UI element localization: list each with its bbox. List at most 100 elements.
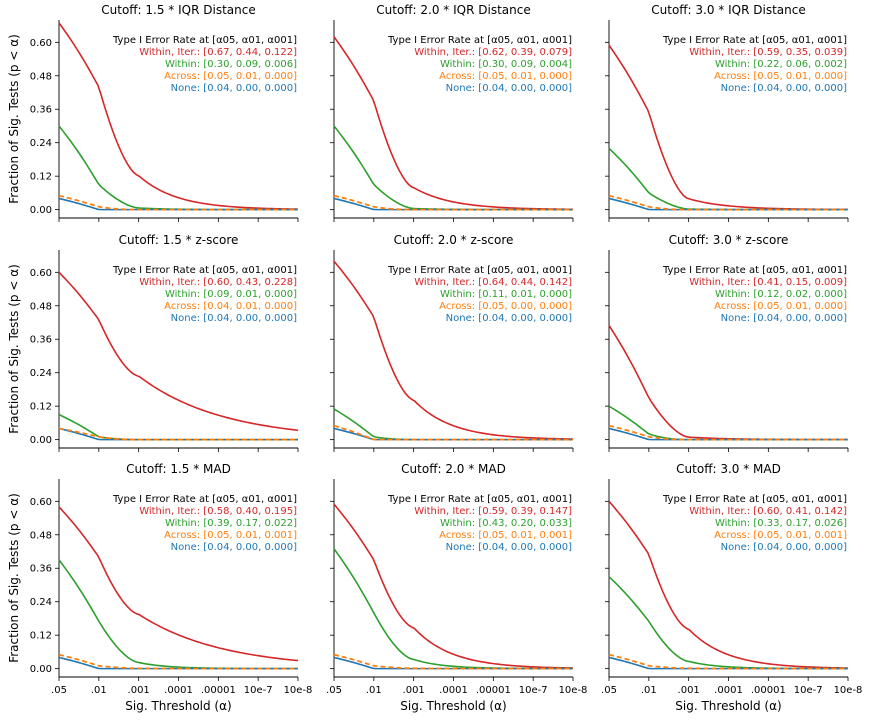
series-line-within [333, 125, 573, 211]
subplot-2: Cutoff: 2.0 * IQR Distance Type I Error R… [330, 3, 574, 222]
x-tick-label: .0001 [439, 685, 468, 696]
series-line-within [333, 548, 574, 670]
legend-entry-within-iter: Within, Iter.: [0.62, 0.39, 0.079] [414, 47, 572, 58]
x-tick-label: .01 [641, 685, 657, 696]
legend-entry-across: Across: [0.05, 0.01, 0.000] [714, 301, 847, 312]
legend-entry-none: None: [0.04, 0.00, 0.000] [171, 313, 297, 324]
series-line-across [58, 427, 298, 441]
x-tick-label: 10e-8 [559, 685, 588, 696]
x-tick-label: .05 [326, 685, 342, 696]
legend-entry-within: Within: [0.39, 0.17, 0.022] [165, 518, 297, 529]
subplot-7: Cutoff: 1.5 * MAD 0.00 0.12 0.24 0.36 0.48 0.6… [7, 462, 312, 713]
x-axis-label: Sig. Threshold (α) [125, 699, 231, 713]
y-tick-label: 0.12 [30, 631, 52, 642]
y-tick-label: 0.00 [30, 205, 52, 216]
legend-header: Type I Error Rate at [α05, α01, α001] [662, 35, 847, 46]
series-line-within-iter [58, 271, 299, 432]
legend-entry-none: None: [0.04, 0.00, 0.000] [446, 313, 572, 324]
subplot-3: Cutoff: 3.0 * IQR Distance Type I Error R… [605, 3, 849, 222]
y-tick-label: 0.24 [30, 368, 52, 379]
x-tick-label: .001 [128, 685, 150, 696]
legend-entry-within-iter: Within, Iter.: [0.58, 0.40, 0.195] [139, 506, 297, 517]
y-tick-label: 0.60 [30, 38, 52, 49]
legend-entry-within: Within: [0.09, 0.01, 0.000] [165, 289, 297, 300]
legend-entry-within-iter: Within, Iter.: [0.64, 0.44, 0.142] [414, 277, 572, 288]
legend-entry-within: Within: [0.43, 0.20, 0.033] [440, 518, 572, 529]
x-axis-label: Sig. Threshold (α) [400, 699, 506, 713]
series-line-within-iter [333, 503, 574, 669]
y-tick-label: 0.48 [30, 530, 52, 541]
y-axis-label: Fraction of Sig. Tests (p < α) [7, 493, 21, 663]
legend-entry-across: Across: [0.05, 0.01, 0.001] [714, 530, 847, 541]
series-line-within [608, 147, 848, 211]
x-tick-label: .0001 [714, 685, 743, 696]
x-tick-label: .001 [678, 685, 700, 696]
y-tick-label: 0.36 [30, 335, 52, 346]
legend-entry-within-iter: Within, Iter.: [0.41, 0.15, 0.009] [689, 277, 847, 288]
legend-entry-none: None: [0.04, 0.00, 0.000] [721, 313, 847, 324]
x-tick-label: .001 [403, 685, 425, 696]
legend-entry-within: Within: [0.30, 0.09, 0.006] [165, 59, 297, 70]
subplot-5: Cutoff: 2.0 * z-score Type I Error Rate a… [330, 233, 574, 452]
legend-entry-none: None: [0.04, 0.00, 0.000] [171, 83, 297, 94]
subplot-title: Cutoff: 2.0 * z-score [394, 233, 514, 247]
legend-entry-none: None: [0.04, 0.00, 0.000] [721, 542, 847, 553]
legend-header: Type I Error Rate at [α05, α01, α001] [112, 265, 297, 276]
y-tick-label: 0.12 [30, 402, 52, 413]
legend-entry-across: Across: [0.05, 0.01, 0.001] [164, 530, 297, 541]
x-tick-label: 10e-8 [834, 685, 863, 696]
y-tick-label: 0.48 [30, 301, 52, 312]
legend-entry-within-iter: Within, Iter.: [0.59, 0.39, 0.147] [414, 506, 572, 517]
series-line-across [333, 653, 573, 670]
legend-entry-within: Within: [0.22, 0.06, 0.002] [715, 59, 847, 70]
legend-entry-within: Within: [0.33, 0.17, 0.026] [715, 518, 847, 529]
y-tick-label: 0.24 [30, 597, 52, 608]
legend-entry-within-iter: Within, Iter.: [0.60, 0.41, 0.142] [689, 506, 847, 517]
legend-header: Type I Error Rate at [α05, α01, α001] [662, 494, 847, 505]
x-tick-label: .05 [601, 685, 617, 696]
subplot-6: Cutoff: 3.0 * z-score Type I Error Rate a… [605, 233, 849, 452]
subplot-title: Cutoff: 2.0 * MAD [401, 462, 506, 476]
legend-entry-within-iter: Within, Iter.: [0.59, 0.35, 0.039] [689, 47, 847, 58]
x-tick-label: 10e-8 [284, 685, 313, 696]
legend-header: Type I Error Rate at [α05, α01, α001] [112, 494, 297, 505]
x-axis-label: Sig. Threshold (α) [675, 699, 781, 713]
legend-entry-across: Across: [0.05, 0.00, 0.000] [439, 301, 572, 312]
y-tick-label: 0.24 [30, 138, 52, 149]
subplot-8: Cutoff: 2.0 * MAD .05 .01 .001 .0001 .00001 10… [326, 462, 587, 713]
subplot-title: Cutoff: 2.0 * IQR Distance [376, 3, 530, 17]
y-tick-label: 0.60 [30, 268, 52, 279]
legend-entry-within: Within: [0.12, 0.02, 0.000] [715, 289, 847, 300]
legend-header: Type I Error Rate at [α05, α01, α001] [112, 35, 297, 46]
x-tick-label: .01 [366, 685, 382, 696]
legend-entry-within-iter: Within, Iter.: [0.67, 0.44, 0.122] [139, 47, 297, 58]
series-line-across [333, 194, 573, 211]
series-line-within-iter [333, 36, 574, 211]
y-tick-label: 0.36 [30, 105, 52, 116]
x-tick-label: .00001 [476, 685, 511, 696]
subplot-title: Cutoff: 3.0 * IQR Distance [651, 3, 805, 17]
legend-header: Type I Error Rate at [α05, α01, α001] [387, 265, 572, 276]
x-tick-label: 10e-7 [244, 685, 273, 696]
subplot-1: Cutoff: 1.5 * IQR Distance 0.00 0.12 0.24 0.… [7, 3, 299, 222]
x-tick-label: .00001 [201, 685, 236, 696]
legend-entry-across: Across: [0.04, 0.01, 0.000] [164, 301, 297, 312]
series-line-none [333, 197, 573, 211]
legend-entry-none: None: [0.04, 0.00, 0.000] [446, 83, 572, 94]
y-axis-label: Fraction of Sig. Tests (p < α) [7, 34, 21, 204]
y-tick-label: 0.36 [30, 564, 52, 575]
x-tick-label: .05 [51, 685, 67, 696]
series-line-within [58, 559, 298, 670]
series-line-within [333, 408, 573, 441]
series-line-across [608, 194, 848, 211]
series-line-within-iter [608, 500, 849, 669]
legend-header: Type I Error Rate at [α05, α01, α001] [387, 35, 572, 46]
legend-entry-none: None: [0.04, 0.00, 0.000] [721, 83, 847, 94]
x-tick-label: 10e-7 [794, 685, 823, 696]
series-line-within-iter [58, 22, 299, 210]
legend-entry-within: Within: [0.30, 0.09, 0.004] [440, 59, 572, 70]
subplot-title: Cutoff: 3.0 * MAD [676, 462, 781, 476]
y-tick-label: 0.60 [30, 497, 52, 508]
subplot-4: Cutoff: 1.5 * z-score 0.00 0.12 0.24 0.36 0.4… [7, 233, 299, 452]
